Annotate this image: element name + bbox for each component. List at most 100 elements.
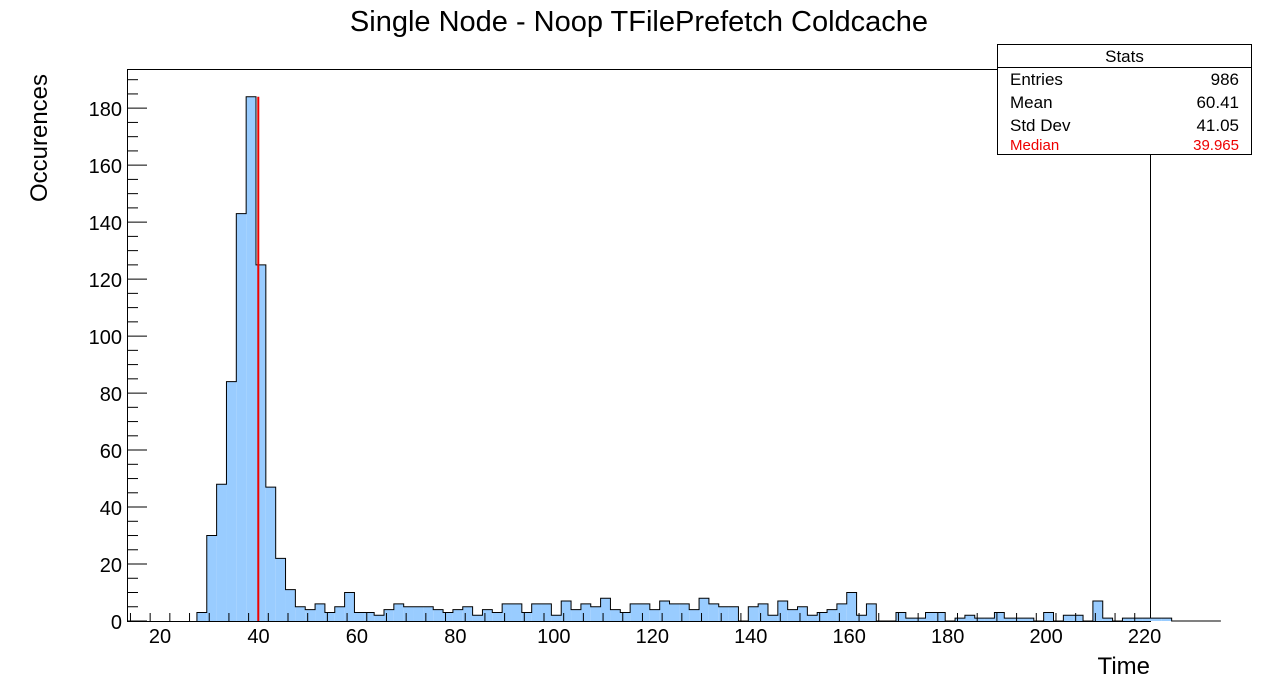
- histogram-bar: [413, 606, 424, 621]
- histogram-bar: [1161, 618, 1172, 621]
- histogram-bar: [226, 381, 237, 621]
- stats-stddev-value: 41.05: [1196, 116, 1239, 135]
- x-axis-label: Time: [1098, 653, 1150, 680]
- y-tick-label: 0: [111, 612, 122, 634]
- histogram-bar: [1043, 612, 1054, 621]
- histogram-bar: [433, 609, 444, 621]
- histogram-bar: [383, 609, 394, 621]
- histogram-bar: [374, 615, 384, 621]
- histogram-bar: [403, 606, 414, 621]
- x-tick-label: 160: [833, 626, 866, 648]
- x-tick-label: 60: [346, 626, 368, 648]
- histogram-bar: [689, 609, 700, 621]
- histogram-bar: [836, 603, 847, 621]
- histogram-bar: [324, 612, 335, 621]
- histogram-bar: [364, 612, 375, 621]
- histogram-bar: [610, 609, 621, 621]
- stats-row-entries: Entries 986: [998, 68, 1251, 91]
- histogram-bar: [354, 612, 365, 621]
- histogram-bar: [708, 603, 719, 621]
- histogram-bar: [246, 96, 256, 621]
- y-tick-label: 20: [100, 555, 122, 577]
- chart-title: Single Node - Noop TFilePrefetch Coldcac…: [350, 6, 928, 38]
- stats-box: Stats Entries 986 Mean 60.41 Std Dev 41.…: [997, 44, 1252, 155]
- x-tick-label: 220: [1128, 626, 1161, 648]
- histogram-bar: [344, 592, 355, 621]
- y-tick-label: 80: [100, 384, 122, 406]
- histogram-bar: [334, 606, 345, 621]
- stats-title: Stats: [998, 45, 1251, 68]
- x-tick-label: 200: [1029, 626, 1062, 648]
- stats-mean-value: 60.41: [1196, 93, 1239, 112]
- histogram-bar: [521, 612, 532, 621]
- y-tick-label: 60: [100, 441, 122, 463]
- histogram-bar: [787, 609, 798, 621]
- histogram-bar: [669, 603, 680, 621]
- histogram-bar: [502, 603, 512, 621]
- histogram-bar: [285, 589, 296, 621]
- histogram-bar: [964, 615, 975, 621]
- histogram-bar: [1092, 601, 1103, 621]
- histogram-bar: [827, 609, 837, 621]
- histogram-bar: [216, 484, 227, 621]
- stats-entries-value: 986: [1210, 70, 1239, 89]
- histogram-bar: [817, 612, 828, 621]
- histogram-bar: [758, 603, 768, 621]
- stats-row-median: Median 39.965: [998, 137, 1251, 157]
- histogram-bar: [807, 615, 818, 621]
- x-tick-label: 80: [444, 626, 466, 648]
- histogram-bar: [1063, 615, 1074, 621]
- stats-median-value: 39.965: [1193, 137, 1239, 154]
- histogram-bars: [196, 96, 1172, 621]
- histogram-bar: [511, 603, 522, 621]
- histogram-bar: [275, 558, 286, 621]
- histogram-bar: [915, 618, 926, 621]
- histogram-bar: [1132, 618, 1143, 621]
- histogram-bar: [856, 615, 867, 621]
- histogram-bar: [767, 615, 778, 621]
- histogram-bar: [797, 606, 808, 621]
- histogram-bar: [206, 535, 217, 621]
- stats-row-mean: Mean 60.41: [998, 91, 1251, 114]
- histogram-bar: [295, 606, 306, 621]
- histogram-bar: [630, 603, 640, 621]
- histogram-bar: [472, 615, 483, 621]
- y-tick-label: 100: [89, 327, 122, 349]
- histogram-bar: [393, 603, 404, 621]
- histogram-bar: [1004, 618, 1015, 621]
- stats-entries-label: Entries: [1010, 70, 1063, 89]
- histogram-bar: [1151, 618, 1162, 621]
- histogram-bar: [541, 603, 552, 621]
- histogram-bar: [777, 601, 788, 621]
- histogram-bar: [305, 609, 316, 621]
- histogram-bar: [1142, 618, 1152, 621]
- histogram-bar: [236, 213, 247, 621]
- histogram-bar: [748, 606, 759, 621]
- histogram-bar: [1102, 618, 1113, 621]
- x-tick-label: 120: [636, 626, 669, 648]
- histogram-bar: [718, 606, 729, 621]
- x-tick-label: 100: [537, 626, 570, 648]
- x-tick-label: 20: [149, 626, 171, 648]
- x-tick-label: 140: [734, 626, 767, 648]
- histogram-bar: [265, 487, 276, 621]
- histogram-bar: [699, 598, 709, 621]
- histogram-bar: [462, 606, 473, 621]
- histogram-bar: [600, 598, 611, 621]
- histogram-bar: [531, 603, 542, 621]
- x-tick-label: 40: [247, 626, 269, 648]
- histogram-bar: [649, 609, 660, 621]
- histogram-bar: [315, 603, 325, 621]
- stats-mean-label: Mean: [1010, 93, 1053, 112]
- histogram-bar: [895, 612, 906, 621]
- histogram-bar: [492, 612, 503, 621]
- histogram-bar: [866, 603, 877, 621]
- y-tick-label: 180: [89, 99, 122, 121]
- histogram-bar: [905, 618, 916, 621]
- y-axis-label: Occurences: [26, 74, 53, 202]
- histogram-bar: [846, 592, 857, 621]
- histogram-bar: [1014, 618, 1024, 621]
- histogram-bar: [620, 612, 631, 621]
- histogram-bar: [935, 612, 946, 621]
